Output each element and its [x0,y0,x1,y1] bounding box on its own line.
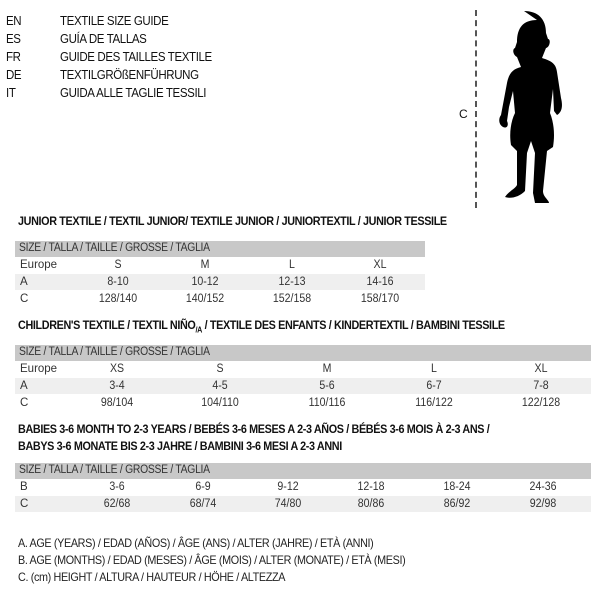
row-shade [15,378,591,394]
table-cell: 8-10 [107,276,129,288]
table-cell: XS [109,363,125,375]
table-cell: 140/152 [185,293,225,305]
child-silhouette-icon [499,11,562,203]
table-cell: 110/116 [308,397,346,409]
table-cell: L [431,363,437,375]
table-cell: 104/110 [201,397,239,409]
table-cell: 74/80 [274,498,302,510]
babies-heading-line1: BABIES 3-6 MONTH TO 2-3 YEARS / BEBÉS 3-… [18,422,490,436]
table-cell: 86/92 [443,498,471,510]
title-line: TEXTILGRÖßENFÜHRUNG [60,68,199,82]
table-cell: 68/74 [189,498,217,510]
table-cell: 98/104 [100,397,134,409]
table-cell: 3-4 [109,380,125,392]
row-shade [15,496,591,512]
legend-c: C. (cm) HEIGHT / ALTURA / HAUTEUR / HÖHE… [18,570,286,584]
table-cell: M [200,259,210,271]
table-cell: 128/140 [98,293,138,305]
table-cell: XL [373,259,387,271]
row-label: C [20,293,29,305]
table-cell: 158/170 [360,293,400,305]
lang-code: IT [6,86,16,100]
table-cell: 14-16 [366,276,394,288]
table-cell: 62/68 [103,498,131,510]
children-size-header: SIZE / TALLA / TAILLE / GRÖSSE / TAGLIA [15,345,591,361]
lang-code: FR [6,50,21,64]
table-cell: M [322,363,332,375]
size-header-text: SIZE / TALLA / TAILLE / GRÖSSE / TAGLIA [19,464,210,476]
legend-b: B. AGE (MONTHS) / EDAD (MESES) / ÂGE (MO… [18,553,406,567]
title-line: GUÍA DE TALLAS [60,32,147,46]
row-shade [15,274,425,290]
table-cell: XL [534,363,548,375]
table-cell: 12-13 [278,276,306,288]
table-cell: 4-5 [212,380,228,392]
table-cell: S [216,363,224,375]
row-label: C [20,397,29,409]
junior-size-header: SIZE / TALLA / TAILLE / GRÖSSE / TAGLIA [15,241,425,257]
row-label: C [20,498,29,510]
table-cell: 6-7 [426,380,442,392]
table-cell: 24-36 [529,481,557,493]
table-cell: 12-18 [357,481,385,493]
row-label: A [20,380,28,392]
row-label: A [20,276,28,288]
size-header-text: SIZE / TALLA / TAILLE / GRÖSSE / TAGLIA [19,346,210,358]
lang-code: ES [6,32,21,46]
table-cell: S [114,259,122,271]
row-label: Europe [20,259,58,271]
babies-size-header: SIZE / TALLA / TAILLE / GRÖSSE / TAGLIA [15,463,591,479]
table-cell: 6-9 [195,481,211,493]
table-cell: 7-8 [533,380,549,392]
table-cell: 18-24 [443,481,471,493]
table-cell: 92/98 [529,498,557,510]
table-cell: 122/128 [521,397,561,409]
legend-a: A. AGE (YEARS) / EDAD (AÑOS) / ÂGE (ANS)… [18,536,374,550]
row-label: Europe [20,363,58,375]
table-cell: 10-12 [191,276,219,288]
junior-heading: JUNIOR TEXTILE / TEXTIL JUNIOR/ TEXTILE … [18,214,447,228]
height-measure-line [475,10,477,208]
babies-heading-line2: BABYS 3-6 MONATE BIS 2-3 JAHRE / BAMBINI… [18,439,342,453]
lang-code: DE [6,68,22,82]
title-line: GUIDA ALLE TAGLIE TESSILI [60,86,207,100]
size-header-text: SIZE / TALLA / TAILLE / GRÖSSE / TAGLIA [19,242,210,254]
table-cell: 152/158 [272,293,312,305]
table-cell: 9-12 [277,481,299,493]
height-label: C [459,107,468,121]
row-label: B [20,481,28,493]
table-cell: L [289,259,295,271]
table-cell: 3-6 [109,481,125,493]
title-line: GUIDE DES TAILLES TEXTILE [60,50,212,64]
table-cell: 116/122 [415,397,453,409]
title-line: TEXTILE SIZE GUIDE [60,14,169,28]
children-heading: CHILDREN'S TEXTILE / TEXTIL NIÑO/A / TEX… [18,318,505,335]
table-cell: 5-6 [319,380,335,392]
lang-code: EN [6,14,22,28]
table-cell: 80/86 [357,498,385,510]
